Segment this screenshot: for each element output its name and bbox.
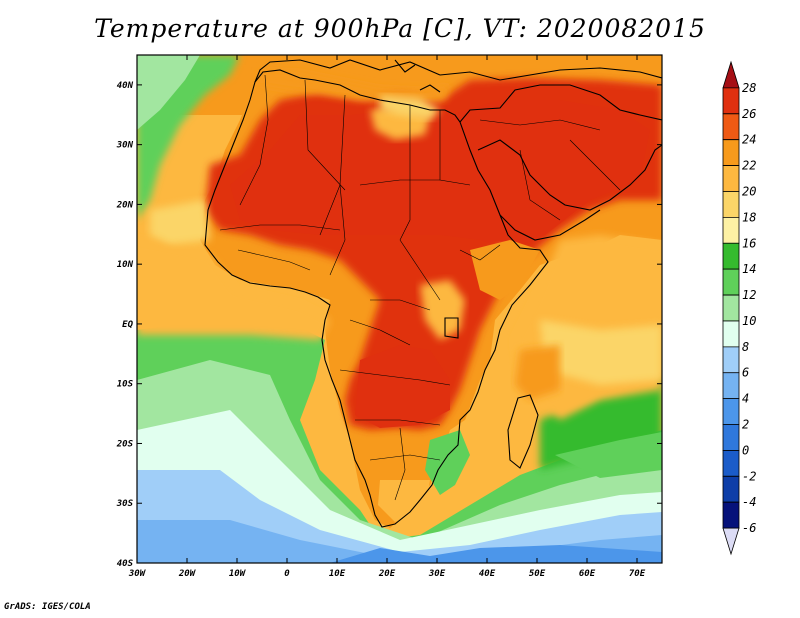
colorbar-label: 14 bbox=[742, 262, 756, 276]
lon-label: 20E bbox=[378, 569, 396, 579]
colorbar-label: 2 bbox=[742, 418, 749, 432]
colorbar-label: 12 bbox=[742, 288, 756, 302]
colorbar-label: 22 bbox=[742, 159, 756, 173]
colorbar-label: 20 bbox=[742, 184, 756, 198]
lat-axis: 40N 30N 20N 10N EQ 10S 20S 30S 40S bbox=[116, 81, 662, 569]
coastlines bbox=[204, 59, 662, 528]
colorbar-segment bbox=[722, 60, 740, 89]
colorbar-label: 8 bbox=[742, 340, 749, 354]
lon-label: 40E bbox=[479, 569, 496, 579]
colorbar-label: 10 bbox=[742, 314, 756, 328]
colorbar-label: 6 bbox=[742, 366, 749, 380]
lat-label: 40S bbox=[117, 559, 134, 569]
lon-label: 60E bbox=[579, 569, 596, 579]
colorbar-label: 26 bbox=[742, 107, 756, 121]
lat-label: EQ bbox=[122, 320, 133, 330]
colorbar-segment bbox=[722, 191, 740, 218]
colorbar-segment bbox=[722, 113, 740, 141]
map-field bbox=[137, 55, 662, 563]
colorbar-segment bbox=[722, 527, 740, 556]
colorbar-segment bbox=[722, 268, 740, 296]
lat-label: 30N bbox=[116, 141, 134, 151]
lon-label: 30W bbox=[128, 569, 147, 579]
colorbar-segment bbox=[722, 242, 740, 270]
lon-label: 10E bbox=[329, 569, 346, 579]
lon-label: 70E bbox=[629, 569, 646, 579]
colorbar-segment bbox=[722, 139, 740, 166]
lon-axis: 30W 20W 10W 0 10E 20E 30E 40E 50E 60E 70E bbox=[128, 55, 646, 579]
colorbar-label: 28 bbox=[742, 81, 756, 95]
colorbar-segment bbox=[722, 398, 740, 425]
lon-label: 20W bbox=[178, 569, 197, 579]
colorbar-label: 24 bbox=[742, 133, 756, 147]
lat-label: 40N bbox=[117, 81, 134, 91]
colorbar-segment bbox=[722, 501, 740, 529]
colorbar-segment bbox=[722, 346, 740, 374]
grads-credit: GrADS: IGES/COLA bbox=[4, 602, 91, 612]
borders bbox=[219, 74, 621, 501]
lat-label: 10N bbox=[117, 260, 134, 270]
lat-label: 10S bbox=[117, 380, 134, 390]
colorbar-segment bbox=[722, 450, 740, 477]
colorbar-label: 16 bbox=[742, 236, 756, 250]
colorbar-segment bbox=[722, 475, 740, 503]
map-title: Temperature at 900hPa [C], VT: 202008201… bbox=[94, 14, 706, 43]
colorbar-label: -4 bbox=[742, 495, 756, 509]
colorbar-segment bbox=[722, 216, 740, 244]
colorbar-label: 4 bbox=[742, 392, 749, 406]
colorbar-segment bbox=[722, 424, 740, 451]
colorbar-segment bbox=[722, 87, 740, 115]
colorbar-label: 18 bbox=[742, 210, 756, 224]
lon-label: 50E bbox=[529, 569, 546, 579]
colorbar-label: -6 bbox=[742, 521, 756, 535]
colorbar-label: 0 bbox=[742, 443, 749, 457]
lat-label: 20N bbox=[116, 200, 134, 210]
lat-label: 20S bbox=[116, 439, 134, 449]
colorbar-segment bbox=[722, 165, 740, 192]
lon-label: 0 bbox=[284, 569, 290, 579]
colorbar-segment bbox=[722, 294, 740, 322]
lon-label: 10W bbox=[229, 569, 247, 579]
colorbar-label: -2 bbox=[742, 469, 756, 483]
colorbar-segment bbox=[722, 320, 740, 348]
lat-label: 30S bbox=[116, 499, 134, 509]
map-frame bbox=[136, 54, 663, 564]
colorbar-segment bbox=[722, 372, 740, 400]
lon-label: 30E bbox=[428, 569, 446, 579]
